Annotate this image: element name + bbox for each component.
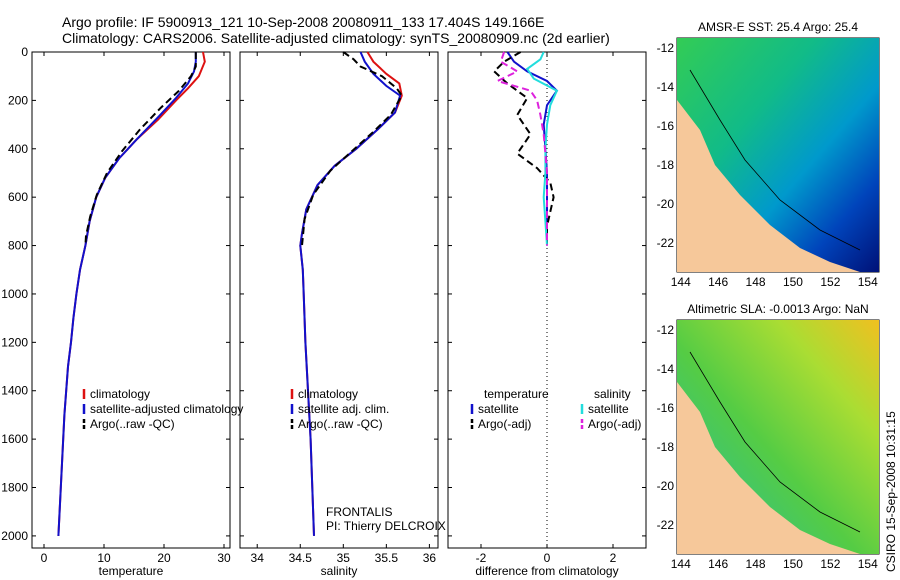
series-line bbox=[301, 51, 403, 246]
credit-text: CSIRO 15-Sep-2008 10:31:15 bbox=[884, 411, 898, 572]
y-tick-label: 600 bbox=[8, 190, 28, 204]
y-tick-label: -14 bbox=[657, 362, 675, 376]
x-tick-label: -2 bbox=[476, 551, 487, 565]
x-tick-label: 2 bbox=[610, 551, 617, 565]
x-tick-label: 34 bbox=[251, 551, 265, 565]
x-tick-label: 35.5 bbox=[375, 551, 399, 565]
series-line bbox=[494, 51, 548, 246]
x-tick-label: 144 bbox=[671, 557, 691, 571]
legend-header: salinity bbox=[594, 387, 631, 401]
y-tick-label: 1000 bbox=[1, 287, 28, 301]
x-axis-label: temperature bbox=[99, 564, 164, 578]
x-tick-label: 152 bbox=[820, 557, 840, 571]
shelf-contour bbox=[689, 69, 861, 251]
y-tick-label: -18 bbox=[657, 440, 675, 454]
shelf-contour bbox=[689, 351, 861, 533]
x-tick-label: 152 bbox=[820, 275, 840, 289]
x-tick-label: 34.5 bbox=[289, 551, 313, 565]
y-tick-label: -22 bbox=[657, 518, 675, 532]
y-tick-label: -16 bbox=[657, 401, 675, 415]
sst-map-image bbox=[677, 38, 879, 272]
legend-label: climatology bbox=[298, 387, 358, 401]
legend-label: Argo(-adj) bbox=[588, 417, 641, 431]
y-tick-label: -14 bbox=[657, 80, 675, 94]
sst-map-panel: AMSR-E SST: 25.4 Argo: 25.4 144 146 148 150 1… bbox=[657, 20, 880, 289]
x-tick-label: 154 bbox=[858, 557, 878, 571]
series-line bbox=[57, 51, 206, 536]
y-tick-label: -16 bbox=[657, 119, 675, 133]
temperature-panel: 0 10 20 30 temperature 0 200 400 600 800 1000 1200 1… bbox=[1, 45, 243, 578]
salinity-panel: 34 34.5 35 35.5 36 salinity climatologysatelli… bbox=[239, 51, 439, 578]
legend-label: satellite bbox=[588, 402, 629, 416]
series-line bbox=[299, 51, 402, 536]
y-tick-label: 1400 bbox=[1, 384, 28, 398]
legend-header: temperature bbox=[484, 387, 549, 401]
x-tick-label: 150 bbox=[783, 275, 803, 289]
program-name: FRONTALIS bbox=[326, 505, 392, 519]
salinity-frame bbox=[239, 51, 439, 549]
series-line bbox=[57, 52, 197, 536]
x-tick-label: 154 bbox=[858, 275, 878, 289]
x-tick-label: 35 bbox=[337, 551, 351, 565]
x-tick-label: 148 bbox=[746, 275, 766, 289]
x-axis-label: difference from climatology bbox=[475, 564, 618, 578]
x-tick-label: 0 bbox=[41, 551, 48, 565]
series-line bbox=[525, 51, 559, 246]
legend-label: Argo(..raw -QC) bbox=[90, 417, 175, 431]
x-tick-label: 150 bbox=[783, 557, 803, 571]
legend-label: climatology bbox=[90, 387, 150, 401]
map-title: Altimetric SLA: -0.0013 Argo: NaN bbox=[687, 302, 868, 316]
y-tick-label: 800 bbox=[8, 239, 28, 253]
land-mass bbox=[677, 382, 860, 554]
series-line bbox=[84, 52, 197, 246]
header-line-2: Climatology: CARS2006. Satellite-adjuste… bbox=[62, 30, 610, 46]
legend-label: satellite-adjusted climatology bbox=[90, 402, 243, 416]
y-tick-label: -20 bbox=[657, 197, 675, 211]
x-tick-label: 148 bbox=[746, 557, 766, 571]
y-tick-label: 1800 bbox=[1, 481, 28, 495]
land-mass bbox=[677, 100, 860, 272]
sla-map-image bbox=[677, 320, 879, 554]
x-tick-label: 0 bbox=[544, 551, 551, 565]
x-tick-label: 30 bbox=[217, 551, 231, 565]
header-line-1: Argo profile: IF 5900913_121 10-Sep-2008… bbox=[62, 14, 544, 30]
legend-label: satellite adj. clim. bbox=[298, 402, 389, 416]
x-tick-label: 10 bbox=[97, 551, 111, 565]
y-tick-label: 0 bbox=[21, 45, 28, 59]
map-title: AMSR-E SST: 25.4 Argo: 25.4 bbox=[698, 20, 858, 34]
x-tick-label: 144 bbox=[671, 275, 691, 289]
y-tick-label: -18 bbox=[657, 158, 675, 172]
series-line bbox=[299, 51, 403, 536]
x-tick-label: 36 bbox=[423, 551, 437, 565]
y-tick-label: 200 bbox=[8, 93, 28, 107]
y-tick-label: -22 bbox=[657, 236, 675, 250]
legend-label: satellite bbox=[478, 402, 519, 416]
y-tick-label: -12 bbox=[657, 41, 675, 55]
legend-label: Argo(..raw -QC) bbox=[298, 417, 383, 431]
legend-label: Argo(-adj) bbox=[478, 417, 531, 431]
y-tick-label: 2000 bbox=[1, 529, 28, 543]
temperature-frame bbox=[31, 51, 231, 549]
y-tick-label: 400 bbox=[8, 142, 28, 156]
y-tick-label: 1600 bbox=[1, 432, 28, 446]
y-tick-label: -12 bbox=[657, 323, 675, 337]
x-tick-label: 146 bbox=[708, 557, 728, 571]
x-tick-label: 20 bbox=[157, 551, 171, 565]
y-tick-label: 1200 bbox=[1, 335, 28, 349]
pi-name: PI: Thierry DELCROIX bbox=[326, 519, 446, 533]
x-axis-label: salinity bbox=[321, 564, 358, 578]
y-tick-label: -20 bbox=[657, 479, 675, 493]
series-line bbox=[492, 51, 555, 246]
x-tick-label: 146 bbox=[708, 275, 728, 289]
